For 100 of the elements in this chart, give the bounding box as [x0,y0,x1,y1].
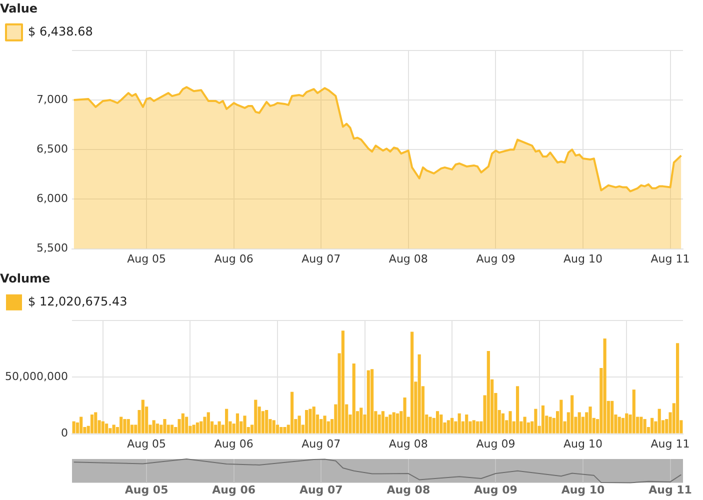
bar [676,343,680,434]
bar [280,426,283,434]
bar [658,408,661,434]
bar [196,422,200,434]
bar [156,424,160,434]
bar [516,386,520,434]
bar [341,330,344,434]
bar [366,370,370,434]
bar [101,421,104,434]
bar [388,414,392,434]
bar [141,400,144,434]
bar [272,420,276,434]
bar [508,411,512,434]
bar [206,412,210,434]
x-tick-label: Aug 06 [214,437,254,450]
bar [440,414,443,434]
bar [90,414,94,434]
x-tick-label: Aug 05 [124,483,168,496]
bar [578,412,581,434]
bar [323,416,326,434]
bar [501,413,505,434]
bar [308,408,312,434]
x-tick-label: Aug 07 [302,437,341,450]
bar [120,416,123,434]
bar [418,354,421,434]
y-tick-label: 0 [61,426,68,440]
bar [225,408,228,434]
chart-title: Value [0,1,38,16]
bar [450,418,454,434]
bar [152,420,156,434]
x-tick-label: Aug 09 [476,252,516,266]
bar [436,411,440,434]
bar [541,405,545,434]
bar [360,408,363,434]
bar [80,416,83,434]
bar [621,418,625,434]
legend-label: $ 12,020,675.43 [28,294,128,309]
bar [126,419,130,434]
bar [170,424,174,434]
x-tick-label: Aug 11 [648,483,692,496]
bar [458,413,461,434]
x-tick-label: Aug 05 [127,252,166,266]
x-tick-label: Aug 10 [561,483,606,496]
bar [396,413,400,434]
bar [94,412,98,434]
x-tick-label: Aug 07 [302,252,341,266]
bar [290,392,294,434]
bar [570,395,574,434]
x-tick-label: Aug 09 [476,437,516,450]
x-tick-label: Aug 06 [212,483,256,496]
bar [523,416,526,434]
bar [214,424,218,434]
y-tick-label: 6,000 [36,192,68,206]
bar [588,406,592,434]
bar [112,424,116,434]
bar [640,416,643,434]
bar [560,400,563,434]
x-tick-label: Aug 08 [388,437,428,450]
bar [486,351,490,434]
x-tick-label: Aug 06 [214,252,254,266]
x-tick-label: Aug 07 [299,483,343,496]
x-tick-label: Aug 11 [650,252,690,266]
bar [305,410,308,434]
bar [218,421,221,434]
y-tick-label: 5,500 [36,242,68,255]
y-tick-label: 50,000,000 [5,370,68,383]
x-tick-label: Aug 10 [563,437,602,450]
bar [625,413,628,434]
bar [618,416,621,434]
bar [378,414,381,434]
bar [243,416,246,434]
x-tick-label: Aug 05 [127,437,166,450]
bar [203,416,206,434]
bar [603,338,606,434]
chart-title: Volume [0,271,50,286]
bar [472,420,476,434]
x-tick-label: Aug 08 [386,483,430,496]
bar [534,408,538,434]
bar [632,390,636,434]
bar [650,418,654,434]
x-tick-label: Aug 10 [563,252,602,266]
bar [428,416,432,434]
bar [312,406,316,434]
bar [72,421,76,434]
bar [465,414,468,434]
bar [643,419,646,434]
x-tick-label: Aug 11 [650,437,690,450]
bar [410,332,414,434]
bar [610,400,614,434]
bar [392,412,396,434]
bar [403,398,406,434]
bar [370,369,374,434]
x-tick-label: Aug 09 [474,483,518,496]
bar [548,416,552,434]
bar [254,400,258,434]
bar [352,363,356,434]
bar [265,410,268,434]
bar [283,426,286,434]
y-tick-label: 6,500 [36,142,68,156]
bar [236,413,240,434]
